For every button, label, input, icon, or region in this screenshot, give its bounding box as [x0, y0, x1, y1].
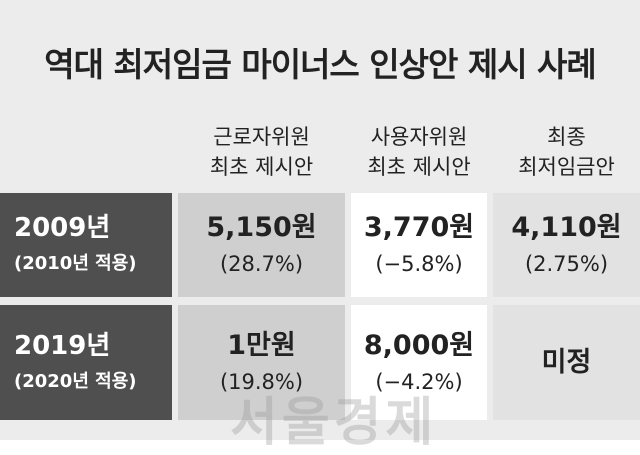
row-header: 2009년 (2010년 적용) — [0, 193, 172, 297]
applied-year: (2020년 적용) — [14, 370, 137, 392]
year: 2009년 — [14, 213, 111, 243]
table-cell: 5,150원 (28.7%) — [178, 193, 345, 297]
amount: 3,770원 — [363, 212, 475, 243]
amount: 8,000원 — [363, 329, 475, 361]
rate: (2.75%) — [524, 252, 609, 276]
title: 역대 최저임금 마이너스 인상안 제시 사례 — [44, 45, 597, 84]
header-line: 근로자위원 — [213, 125, 310, 149]
watermark: 서울경제 — [230, 393, 438, 453]
column-header: 최종 최저임금안 — [493, 122, 640, 186]
header-line: 최저임금안 — [518, 155, 615, 179]
table-cell: 1만원 (19.8%) — [178, 305, 345, 420]
rate: (28.7%) — [219, 252, 304, 276]
column-header: 근로자위원 최초 제시안 — [178, 122, 345, 186]
table-cell: 3,770원 (−5.8%) — [351, 193, 487, 297]
rate: (−5.8%) — [375, 252, 463, 276]
applied-year: (2010년 적용) — [14, 253, 137, 274]
rate: (19.8%) — [219, 369, 304, 394]
column-header: 사용자위원 최초 제시안 — [351, 122, 487, 186]
header-line: 사용자위원 — [370, 125, 468, 149]
amount: 1만원 — [227, 329, 296, 361]
table-cell: 미정 — [493, 305, 640, 420]
amount: 4,110원 — [511, 212, 622, 243]
year: 2019년 — [14, 330, 111, 361]
amount: 5,150원 — [206, 212, 317, 243]
amount: 미정 — [541, 346, 592, 378]
table-cell: 4,110원 (2.75%) — [493, 193, 640, 297]
table-cell: 8,000원 (−4.2%) — [351, 305, 487, 420]
header-line: 최초 제시안 — [367, 155, 471, 179]
rate: (−4.2%) — [375, 369, 463, 394]
row-header: 2019년 (2020년 적용) — [0, 305, 172, 420]
header-line: 최종 — [547, 125, 586, 149]
header-line: 최초 제시안 — [209, 155, 314, 179]
